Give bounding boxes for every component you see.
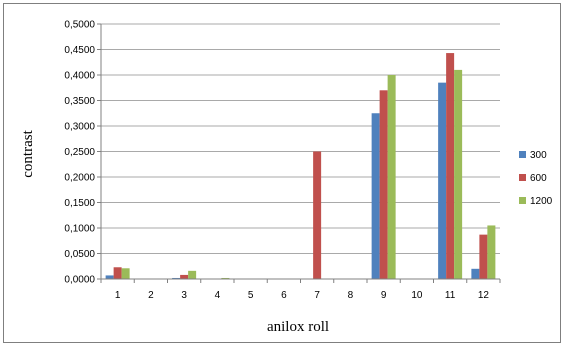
y-tick-label: 0,4500 bbox=[64, 45, 95, 56]
bar bbox=[454, 69, 463, 280]
legend-swatch bbox=[519, 174, 526, 181]
y-tick-label: 0,1500 bbox=[64, 198, 95, 209]
bar bbox=[188, 270, 197, 279]
bar bbox=[313, 151, 322, 279]
legend: 300 600 1200 bbox=[519, 150, 553, 207]
y-tick-label: 0,5000 bbox=[64, 20, 95, 31]
y-tick-label: 0,1000 bbox=[64, 224, 95, 235]
legend-label: 300 bbox=[530, 150, 547, 161]
x-tick-label: 5 bbox=[248, 290, 254, 301]
y-tick-labels: 0,0000 0,0500 0,1000 0,1500 0,2000 0,2500 0,30… bbox=[64, 20, 95, 286]
y-tick-label: 0,2000 bbox=[64, 173, 95, 184]
bar bbox=[446, 53, 455, 279]
x-tick-label: 12 bbox=[478, 290, 490, 301]
legend-label: 600 bbox=[530, 173, 547, 184]
bar bbox=[438, 82, 447, 280]
bar bbox=[113, 267, 122, 279]
bar bbox=[471, 268, 480, 279]
x-tick-label: 8 bbox=[348, 290, 354, 301]
x-tick-label: 6 bbox=[281, 290, 287, 301]
bar bbox=[379, 90, 388, 279]
bars bbox=[105, 53, 496, 280]
x-tick-label: 4 bbox=[215, 290, 221, 301]
bar bbox=[180, 274, 189, 279]
y-tick-label: 0,2500 bbox=[64, 147, 95, 158]
y-tick-label: 0,3000 bbox=[64, 122, 95, 133]
bar bbox=[487, 225, 496, 279]
x-tick-label: 9 bbox=[381, 290, 387, 301]
x-tick-label: 2 bbox=[148, 290, 154, 301]
bar bbox=[479, 234, 488, 279]
legend-label: 1200 bbox=[530, 196, 553, 207]
y-tick-label: 0,4000 bbox=[64, 71, 95, 82]
bar bbox=[371, 113, 380, 279]
bar bbox=[121, 268, 130, 279]
gridlines bbox=[97, 23, 500, 280]
y-tick-label: 0,0500 bbox=[64, 249, 95, 260]
bar bbox=[105, 275, 114, 279]
legend-swatch bbox=[519, 197, 526, 204]
axes bbox=[100, 24, 501, 283]
bar bbox=[387, 75, 396, 279]
y-tick-label: 0,3500 bbox=[64, 96, 95, 107]
x-tick-label: 7 bbox=[314, 290, 320, 301]
x-tick-label: 1 bbox=[115, 290, 121, 301]
x-tick-label: 11 bbox=[445, 290, 456, 301]
x-axis-title: anilox roll bbox=[267, 319, 329, 335]
x-tick-labels: 1 2 3 4 5 6 7 8 9 10 11 12 bbox=[115, 290, 490, 301]
y-axis-title: contrast bbox=[20, 129, 36, 177]
x-tick-label: 10 bbox=[411, 290, 423, 301]
legend-swatch bbox=[519, 151, 526, 158]
bar bbox=[172, 277, 181, 279]
bar bbox=[221, 277, 230, 279]
x-tick-label: 3 bbox=[181, 290, 187, 301]
chart-frame bbox=[3, 3, 561, 343]
y-tick-label: 0,0000 bbox=[64, 275, 95, 286]
